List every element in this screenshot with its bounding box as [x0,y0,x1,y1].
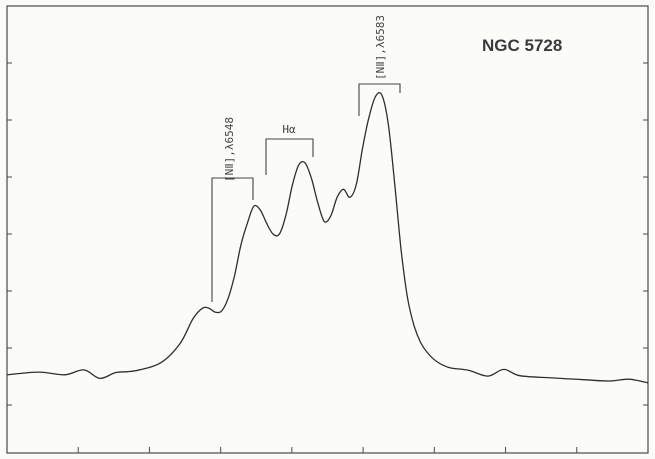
line-bracket [211,177,254,302]
chart-title: NGC 5728 [482,36,562,55]
axis-ticks [7,62,648,453]
spectrum-line [6,92,649,384]
line-label: [NⅡ],λ6548 [223,117,236,182]
line-bracket [265,138,314,175]
line-label: Hα [282,123,296,136]
line-annotations: [NⅡ],λ6548 Hα [NⅡ],λ6583 [211,15,401,302]
line-bracket [358,83,401,116]
plot-frame [6,5,649,454]
line-label: [NⅡ],λ6583 [374,15,387,80]
